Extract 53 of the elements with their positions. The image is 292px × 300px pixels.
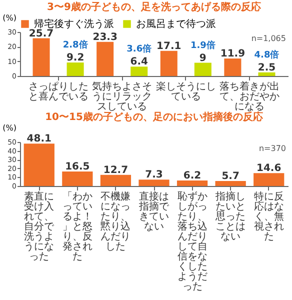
data-label: 12.7: [103, 164, 128, 176]
bar: [215, 180, 246, 186]
data-label: 14.6: [256, 163, 282, 174]
annotation: n=1,065: [251, 34, 286, 43]
data-label: 23.3: [92, 32, 118, 43]
annotation: 1.9倍: [190, 40, 216, 51]
data-label: 25.7: [28, 28, 54, 40]
annotation: 3.6倍: [126, 44, 152, 55]
data-label: 48.1: [26, 134, 52, 145]
annotation: 4.8倍: [254, 49, 280, 60]
x-tick-label: 不機嫌になったり、黙り込んだりした: [100, 190, 131, 252]
data-label: 6.2: [183, 170, 202, 182]
bar: [138, 180, 170, 186]
category-label: 恥ずかしがったり、落ち込んだりして自信をなくしたようだった: [177, 192, 208, 292]
x-tick-label: 楽しそうにしている: [156, 80, 216, 102]
data-label: 11.9: [220, 48, 246, 60]
annotation: 2.8倍: [62, 40, 88, 51]
legend-label: お風呂まで待つ派: [136, 18, 216, 30]
bar: [62, 171, 93, 186]
y-axis-title: (%): [2, 14, 16, 22]
x-tick-label: 指摘したいと思ったことはない: [214, 190, 246, 242]
x-tick-label: さっぱりしたと喜んでいる: [28, 82, 88, 102]
x-tick-label: 直接は指摘できていない: [138, 190, 170, 232]
bar: [130, 66, 148, 76]
bar: [66, 62, 84, 76]
bar: [32, 38, 50, 76]
data-label: 6.4: [130, 56, 148, 68]
bar: [160, 50, 178, 76]
bar: [96, 42, 114, 76]
x-tick-label: 素直に受け入れて、自分で洗うようになった: [24, 190, 56, 262]
data-label: 5.7: [222, 170, 240, 182]
bar: [194, 62, 212, 76]
x-tick-label: 「わかっているよ！」と怒り、反発された: [62, 190, 92, 262]
data-label: 16.5: [65, 161, 90, 172]
chart-title: 3〜9歳の子どもの、足を洗ってあげる際の反応: [47, 1, 262, 13]
data-label: 7.3: [145, 170, 163, 181]
legend-label: 帰宅後すぐ洗う派: [34, 18, 114, 30]
x-tick-label: 落ち着きが出て、おだやかになる: [220, 80, 280, 112]
annotation: n=370: [258, 144, 286, 153]
chart-title: 10〜15歳の子どもの、足のにおい指摘後の反応: [45, 111, 264, 123]
bar: [224, 58, 242, 76]
bar: [254, 173, 284, 186]
data-label: 2.5: [258, 62, 276, 74]
data-label: 17.1: [156, 40, 182, 52]
x-tick-label: 特に反応はなく、無視された: [254, 190, 284, 242]
bar: [258, 72, 276, 76]
y-axis-title: (%): [2, 124, 16, 132]
x-tick-label: 気持ちよさそうにリラックスしている: [92, 80, 152, 112]
bar: [24, 144, 54, 186]
bar: [100, 174, 132, 186]
data-label: 9.2: [66, 52, 84, 64]
data-label: 9: [199, 52, 206, 64]
bar: [176, 180, 208, 186]
